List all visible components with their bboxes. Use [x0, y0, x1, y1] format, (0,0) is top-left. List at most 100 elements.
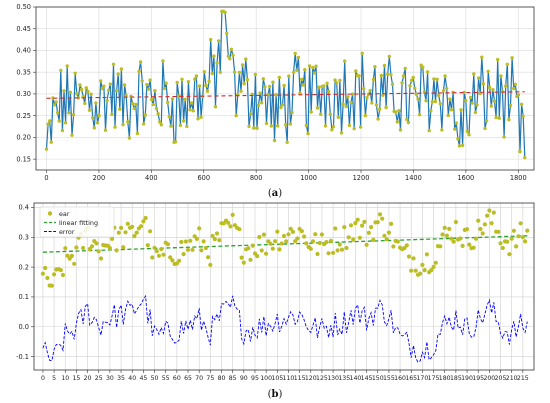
ear-point-b [134, 230, 139, 235]
y-tick-label-a: 0.25 [16, 112, 31, 120]
series-point-a [476, 76, 481, 80]
ear-point-b [150, 255, 155, 260]
ear-point-b [371, 237, 376, 242]
series-point-a [352, 126, 356, 131]
plot-frame-a [35, 6, 535, 171]
ear-point-b [467, 242, 472, 247]
ear-point-b [516, 234, 521, 239]
series-point-a [394, 110, 398, 114]
ear-point-b [168, 255, 173, 260]
series-point-a [304, 123, 309, 128]
x-tick-label-b: 50 [151, 375, 159, 382]
series-point-a [518, 149, 522, 154]
x-tick-label-b: 90 [240, 375, 248, 382]
series-point-a [256, 103, 261, 108]
series-point-a [475, 103, 479, 107]
ear-point-b [364, 242, 369, 247]
series-point-a [118, 107, 122, 111]
x-tick-label-b: 0 [41, 375, 45, 382]
series-point-a [274, 93, 278, 97]
ear-point-b [246, 246, 251, 251]
legend-swatch-ear [47, 211, 53, 216]
series-point-a [347, 123, 352, 128]
ear-point-b [342, 225, 347, 230]
series-point-a [108, 82, 113, 86]
series-point-a [465, 129, 470, 134]
series-point-a [140, 79, 144, 83]
fit-line-b [42, 235, 528, 253]
series-point-a [421, 65, 425, 70]
series-point-a [443, 74, 447, 78]
error-line-b [42, 294, 528, 363]
series-point-a [67, 111, 71, 115]
series-point-a [417, 113, 422, 117]
series-point-a [159, 123, 163, 127]
ear-point-b [413, 268, 418, 273]
series-point-a [429, 109, 433, 113]
ear-point-b [476, 218, 481, 223]
series-point-a [448, 97, 452, 101]
x-tick-label-b: 15 [72, 375, 80, 382]
series-point-a [440, 128, 444, 132]
ear-point-b [159, 247, 164, 252]
series-point-a [121, 122, 125, 127]
series-point-a [445, 86, 449, 91]
ear-point-b [429, 268, 434, 273]
x-tick-label-b: 85 [229, 375, 237, 382]
x-tick-label-b: 190 [461, 375, 473, 382]
series-point-a [508, 103, 513, 108]
ear-point-b [110, 236, 115, 241]
series-point-a [453, 127, 457, 131]
series-point-a [425, 70, 430, 74]
series-point-a [55, 111, 60, 115]
ear-point-b [453, 219, 458, 225]
series-point-a [138, 60, 143, 64]
series-point-a [100, 86, 105, 91]
x-tick-label-b: 205 [495, 375, 507, 382]
ear-point-b [344, 245, 349, 251]
series-point-a [416, 97, 420, 101]
series-point-a [398, 128, 403, 132]
ear-point-b [317, 240, 322, 246]
series-point-a [62, 89, 66, 93]
series-point-a [86, 89, 90, 94]
y-tick-label-a: 0.50 [16, 3, 31, 11]
x-tick-label-b: 115 [294, 375, 306, 382]
series-point-a [218, 70, 222, 74]
series-point-a [150, 97, 154, 102]
series-point-a [409, 78, 414, 83]
series-point-a [285, 140, 289, 144]
x-tick-label-b: 125 [316, 375, 328, 382]
ear-point-b [194, 236, 199, 241]
series-point-a [240, 63, 245, 67]
x-tick-label-a: 200 [93, 174, 106, 182]
series-point-a [408, 84, 412, 88]
series-point-a [258, 91, 262, 95]
series-point-a [83, 101, 87, 106]
series-point-a [306, 131, 310, 136]
ear-point-b [257, 234, 262, 240]
series-point-a [277, 75, 281, 80]
ear-point-b [331, 250, 336, 255]
ear-point-b [107, 246, 112, 251]
series-point-a [360, 51, 364, 55]
ear-point-b [514, 244, 519, 249]
series-point-a [153, 89, 157, 93]
series-point-a [71, 113, 76, 117]
series-point-a [212, 54, 216, 58]
ear-point-b [123, 230, 128, 235]
series-point-a [365, 95, 369, 100]
ear-point-b [116, 230, 121, 235]
series-point-a [242, 82, 246, 86]
ear-point-b [148, 229, 153, 234]
series-point-a [280, 103, 285, 107]
ear-point-b [382, 233, 387, 238]
series-point-a [48, 119, 52, 123]
series-point-a [237, 70, 242, 75]
series-point-a [373, 65, 377, 69]
series-point-a [193, 77, 197, 81]
series-point-a [239, 89, 243, 93]
ear-point-b [335, 248, 340, 253]
series-point-a [354, 69, 358, 73]
